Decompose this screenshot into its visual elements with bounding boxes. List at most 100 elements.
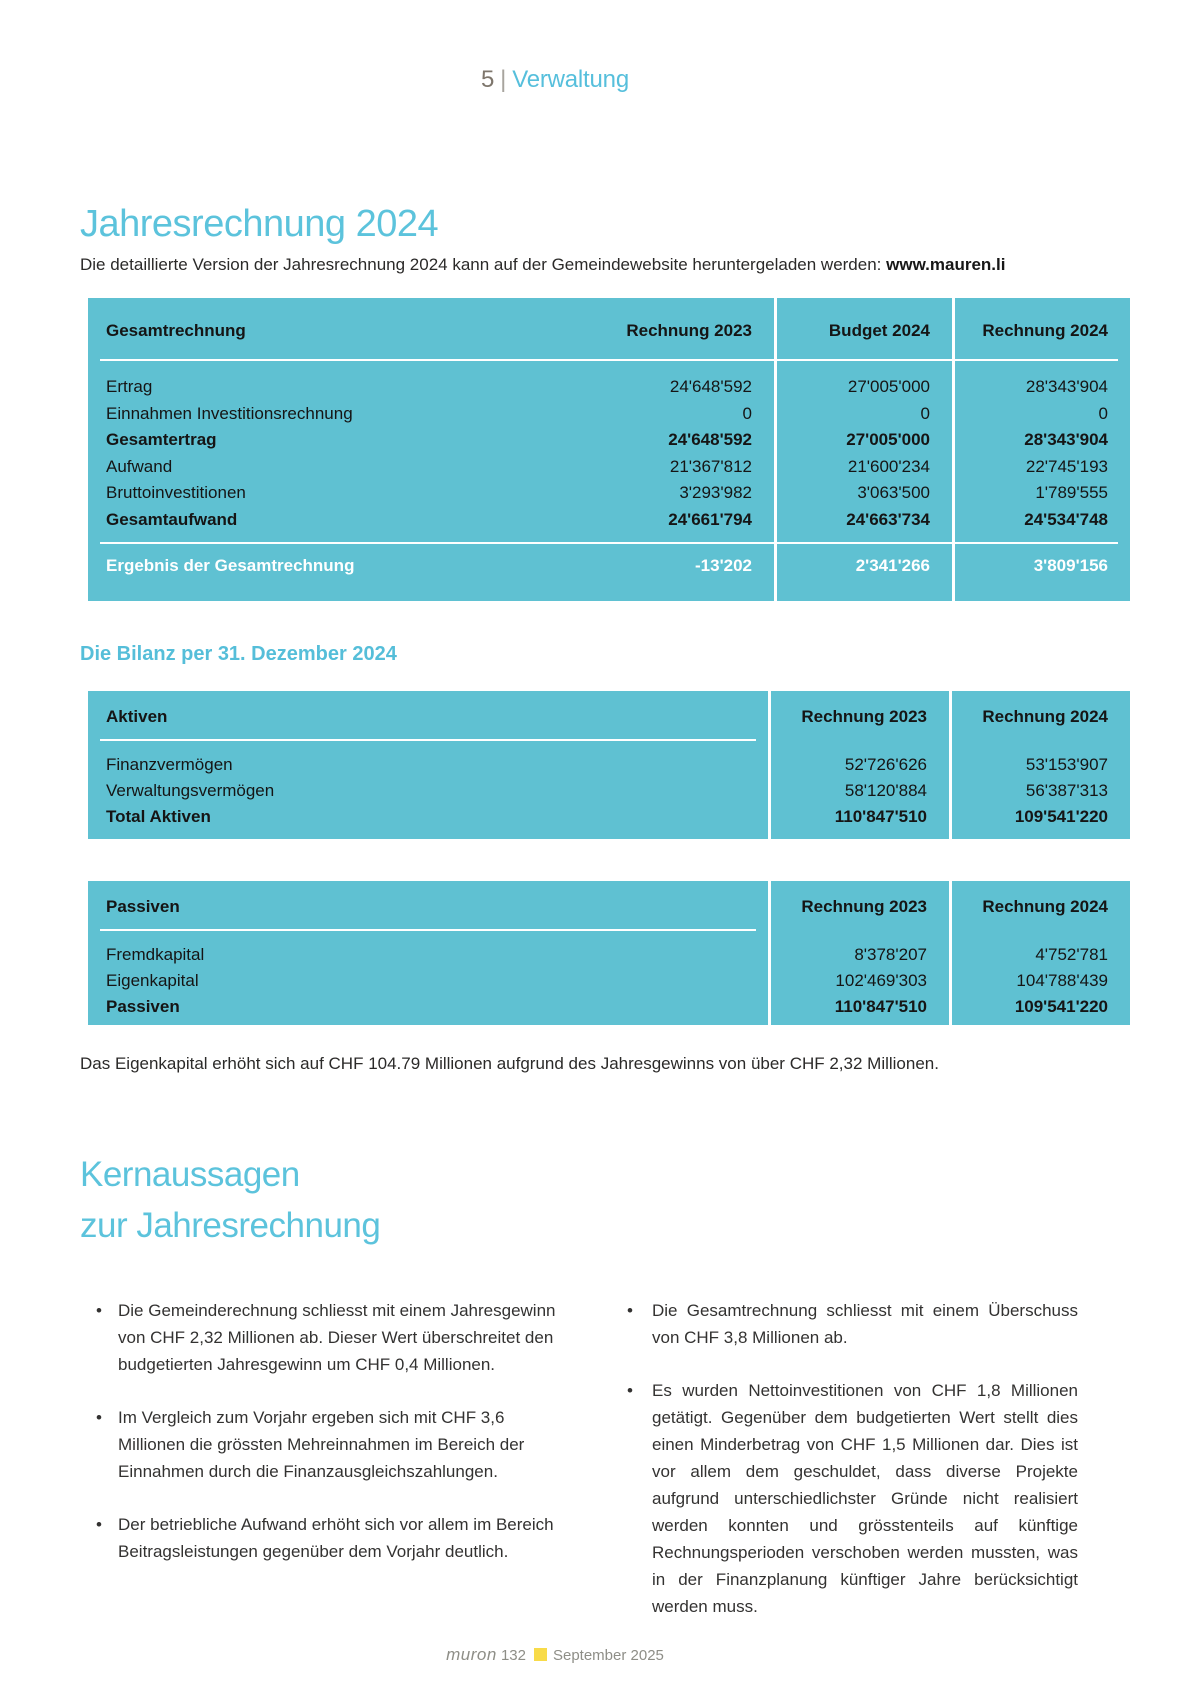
table-row: Ertrag 24'648'592 27'005'000 28'343'904 bbox=[88, 374, 1130, 401]
value-budget: 3'063'500 bbox=[857, 483, 930, 502]
col-header-budget-2024: Budget 2024 bbox=[828, 320, 930, 340]
value-2023: 58'120'884 bbox=[844, 781, 927, 800]
column-divider bbox=[949, 691, 952, 839]
column-divider bbox=[949, 881, 952, 1025]
value-budget: 0 bbox=[920, 403, 930, 423]
bullet-item: Im Vergleich zum Vorjahr ergeben sich mi… bbox=[80, 1404, 560, 1485]
value-2023: 110'847'510 bbox=[834, 807, 927, 826]
value-2024: 22'745'193 bbox=[1025, 456, 1108, 476]
value-2024: 1'789'555 bbox=[1035, 483, 1108, 502]
row-label: Aufwand bbox=[106, 456, 173, 476]
result-2024: 3'809'156 bbox=[1033, 556, 1108, 575]
col-header-rechnung-2023: Rechnung 2023 bbox=[626, 320, 752, 340]
intro-text: Die detaillierte Version der Jahresrechn… bbox=[80, 255, 887, 274]
bilanz-heading: Die Bilanz per 31. Dezember 2024 bbox=[80, 643, 397, 665]
table-row: Eigenkapital 102'469'303 104'788'439 bbox=[88, 968, 1130, 994]
page-footer: muron 132 September 2025 bbox=[80, 1645, 1030, 1665]
value-2024: 4'752'781 bbox=[1035, 945, 1108, 964]
header-rule bbox=[100, 739, 756, 741]
value-2023: 52'726'626 bbox=[844, 755, 927, 774]
value-2023: 3'293'982 bbox=[679, 483, 752, 502]
table-row-total: Gesamtertrag 24'648'592 27'005'000 28'343… bbox=[88, 427, 1130, 454]
header-rule bbox=[100, 359, 1118, 361]
kernaussagen-title: Kernaussagen zur Jahresrechnung bbox=[80, 1149, 1200, 1251]
table-row: Fremdkapital 8'378'207 4'752'781 bbox=[88, 942, 1130, 968]
row-label: Finanzvermögen bbox=[106, 755, 233, 774]
table-row-total: Passiven 110'847'510 109'541'220 bbox=[88, 994, 1130, 1020]
table-gesamtrechnung: Gesamtrechnung Rechnung 2023 Budget 2024… bbox=[88, 298, 1130, 601]
col-header-rechnung-2024: Rechnung 2024 bbox=[982, 897, 1108, 916]
value-budget: 21'600'234 bbox=[847, 456, 930, 476]
header-separator: | bbox=[500, 66, 507, 93]
table-aktiven: Aktiven Rechnung 2023 Rechnung 2024 Fina… bbox=[88, 691, 1130, 839]
value-2024: 28'343'904 bbox=[1025, 377, 1108, 396]
table-row: Bruttoinvestitionen 3'293'982 3'063'500 1… bbox=[88, 480, 1130, 507]
col-header-gesamtrechnung: Gesamtrechnung bbox=[106, 320, 246, 340]
bullet-item: Es wurden Nettoinvestitionen von CHF 1,8… bbox=[608, 1377, 1078, 1620]
table-row-total: Total Aktiven 110'847'510 109'541'220 bbox=[88, 804, 1130, 830]
column-divider bbox=[768, 881, 771, 1025]
result-rule bbox=[100, 542, 1118, 544]
yellow-square-icon bbox=[533, 1648, 547, 1661]
value-2024: 104'788'439 bbox=[1016, 971, 1108, 990]
value-2023: 0 bbox=[742, 403, 752, 423]
page-title: Jahresrechnung 2024 bbox=[80, 203, 439, 245]
value-budget: 24'663'734 bbox=[846, 509, 930, 529]
row-label: Verwaltungsvermögen bbox=[106, 781, 275, 800]
bullet-column-left: Die Gemeinderechnung schliesst mit einem… bbox=[80, 1297, 560, 1620]
result-label: Ergebnis der Gesamtrechnung bbox=[106, 556, 355, 575]
kernaussagen-bullets: Die Gemeinderechnung schliesst mit einem… bbox=[80, 1297, 1078, 1620]
table-row-total: Gesamtaufwand 24'661'794 24'663'734 24'53… bbox=[88, 507, 1130, 534]
table-passiven: Passiven Rechnung 2023 Rechnung 2024 Fre… bbox=[88, 881, 1130, 1025]
row-label: Einnahmen Investitionsrechnung bbox=[106, 403, 353, 423]
value-2024: 0 bbox=[1098, 403, 1108, 423]
row-label: Bruttoinvestitionen bbox=[106, 483, 246, 502]
eigenkapital-note: Das Eigenkapital erhöht sich auf CHF 104… bbox=[80, 1054, 939, 1073]
table-result-row: Ergebnis der Gesamtrechnung -13'202 2'341… bbox=[88, 544, 1130, 579]
footer-date: September 2025 bbox=[552, 1647, 664, 1664]
result-budget: 2'341'266 bbox=[855, 556, 930, 575]
bullet-item: Die Gesamtrechnung schliesst mit einem Ü… bbox=[608, 1297, 1078, 1351]
kernaussagen-title-line2: zur Jahresrechnung bbox=[80, 1206, 381, 1245]
value-2023: 8'378'207 bbox=[854, 945, 927, 964]
column-divider bbox=[774, 298, 777, 601]
value-2023: 102'469'303 bbox=[835, 971, 927, 990]
col-header-rechnung-2023: Rechnung 2023 bbox=[801, 897, 927, 916]
column-divider bbox=[768, 691, 771, 839]
magazine-name: muron bbox=[446, 1645, 497, 1664]
section-name: Verwaltung bbox=[512, 66, 629, 93]
table-row: Aufwand 21'367'812 21'600'234 22'745'193 bbox=[88, 454, 1130, 481]
table-header-row: Gesamtrechnung Rechnung 2023 Budget 2024… bbox=[88, 298, 1130, 359]
value-2024: 24'534'748 bbox=[1024, 509, 1108, 529]
value-2024: 28'343'904 bbox=[1024, 430, 1108, 449]
value-budget: 27'005'000 bbox=[847, 377, 930, 396]
row-label: Gesamtertrag bbox=[106, 430, 217, 449]
intro-paragraph: Die detaillierte Version der Jahresrechn… bbox=[80, 254, 1030, 276]
row-label: Passiven bbox=[106, 997, 180, 1016]
row-label: Gesamtaufwand bbox=[106, 509, 238, 529]
value-budget: 27'005'000 bbox=[846, 430, 930, 449]
row-label: Fremdkapital bbox=[106, 945, 205, 964]
value-2023: 24'648'592 bbox=[668, 430, 752, 449]
row-label: Eigenkapital bbox=[106, 971, 199, 990]
value-2024: 109'541'220 bbox=[1014, 807, 1108, 826]
col-header-rechnung-2024: Rechnung 2024 bbox=[982, 707, 1108, 726]
table-row: Verwaltungsvermögen 58'120'884 56'387'31… bbox=[88, 778, 1130, 804]
website-link[interactable]: www.mauren.li bbox=[886, 255, 1006, 274]
col-header-passiven: Passiven bbox=[106, 897, 180, 916]
table-header-row: Aktiven Rechnung 2023 Rechnung 2024 bbox=[88, 691, 1130, 739]
table-row: Einnahmen Investitionsrechnung 0 0 0 bbox=[88, 401, 1130, 428]
bullet-item: Der betriebliche Aufwand erhöht sich vor… bbox=[80, 1511, 560, 1565]
value-2024: 109'541'220 bbox=[1014, 997, 1108, 1016]
value-2023: 110'847'510 bbox=[834, 997, 927, 1016]
value-2023: 21'367'812 bbox=[669, 456, 752, 476]
table-row: Finanzvermögen 52'726'626 53'153'907 bbox=[88, 752, 1130, 778]
value-2024: 53'153'907 bbox=[1025, 755, 1108, 774]
row-label: Total Aktiven bbox=[106, 807, 211, 826]
row-label: Ertrag bbox=[106, 377, 153, 396]
value-2023: 24'648'592 bbox=[669, 377, 752, 396]
col-header-rechnung-2024: Rechnung 2024 bbox=[982, 320, 1108, 340]
issue-number: 132 bbox=[500, 1647, 526, 1664]
page-header: 5 | Verwaltung bbox=[80, 0, 1030, 94]
